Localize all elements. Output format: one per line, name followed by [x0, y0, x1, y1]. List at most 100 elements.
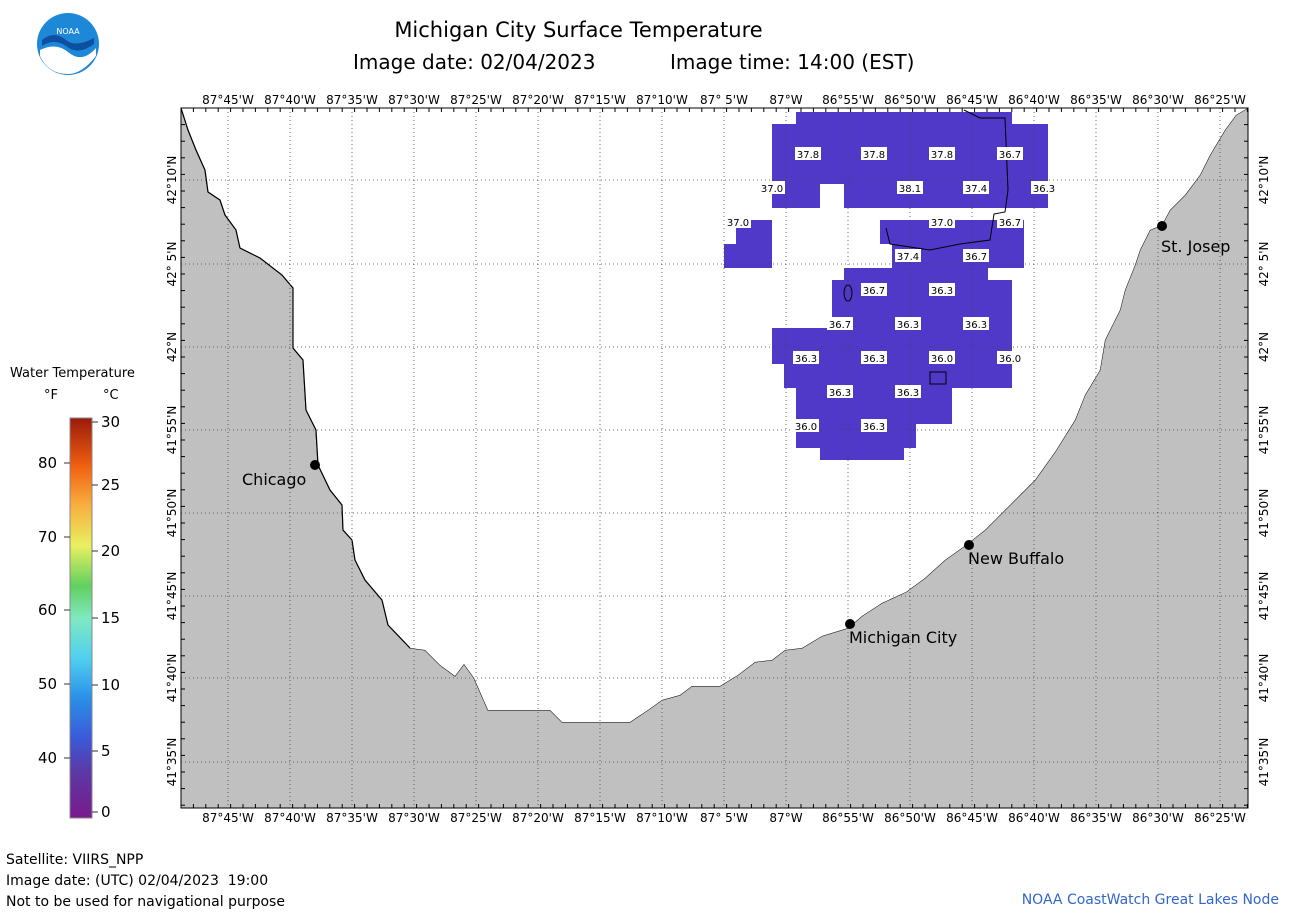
- lon-label-top: 86°30'W: [1132, 93, 1184, 107]
- temp-label: 37.8: [931, 150, 953, 161]
- temp-label-bg: [827, 385, 853, 398]
- temp-label: 36.3: [829, 388, 851, 399]
- temp-label-bg: [827, 317, 853, 330]
- temp-label: 36.0: [931, 354, 953, 365]
- lon-label-top: 87°40'W: [264, 93, 316, 107]
- temp-label-bg: [897, 181, 923, 194]
- logo-text: NOAA: [56, 27, 80, 36]
- legend-f-tick: 60: [38, 601, 58, 619]
- temp-label-bg: [963, 317, 989, 330]
- temp-label-bg: [759, 181, 785, 194]
- lon-label-bottom: 87°45'W: [202, 811, 254, 825]
- city-label: Chicago: [242, 470, 306, 489]
- legend-f-tick: 80: [38, 454, 58, 472]
- lon-label-bottom: 87°W: [769, 811, 802, 825]
- satellite-label: Satellite: VIIRS_NPP: [6, 852, 144, 868]
- disclaimer-label: Not to be used for navigational purpose: [6, 894, 285, 910]
- lon-label-top: 87°35'W: [326, 93, 378, 107]
- legend-c-tick: 5: [101, 742, 111, 760]
- lon-label-bottom: 87°20'W: [512, 811, 564, 825]
- legend-c-tick: 20: [101, 542, 121, 560]
- temp-label: 36.3: [931, 286, 953, 297]
- legend-unit-f: °F: [44, 388, 58, 403]
- city-label: Michigan City: [849, 628, 957, 647]
- legend-colorbar: [69, 417, 93, 819]
- temp-label-bg: [1031, 181, 1057, 194]
- legend-c-tick: 10: [101, 676, 121, 694]
- state-boundary: [885, 109, 1009, 251]
- lon-label-bottom: 87°25'W: [450, 811, 502, 825]
- lon-label-top: 87°25'W: [450, 93, 502, 107]
- lon-label-top: 87°20'W: [512, 93, 564, 107]
- legend-f-tick: 50: [38, 675, 58, 693]
- lon-label-top: 87°15'W: [574, 93, 626, 107]
- temp-label-bg: [861, 283, 887, 296]
- image-date-label: Image date: 02/04/2023: [353, 50, 596, 74]
- temp-label-bg: [895, 249, 921, 262]
- temp-label-bg: [793, 351, 819, 364]
- lon-label-bottom: 86°40'W: [1008, 811, 1060, 825]
- lon-label-top: 87°45'W: [202, 93, 254, 107]
- temp-label-bg: [929, 215, 955, 228]
- temp-label-bg: [895, 317, 921, 330]
- temp-label-bg: [795, 147, 821, 160]
- lon-label-top: 87°30'W: [388, 93, 440, 107]
- lat-label-right: 41°35'N: [1257, 738, 1271, 787]
- lat-label-right: 41°55'N: [1257, 406, 1271, 455]
- lon-label-top: 86°55'W: [822, 93, 874, 107]
- lat-label-left: 42° 5'N: [165, 242, 179, 287]
- temp-label: 37.0: [727, 218, 749, 229]
- temp-label: 36.7: [999, 150, 1021, 161]
- legend-unit-c: °C: [103, 388, 119, 403]
- longitude-labels-bottom: 87°45'W 87°40'W 87°35'W 87°30'W 87°25'W 87°20…: [202, 811, 1246, 825]
- frame-ticks: [180, 107, 1248, 808]
- lon-label-top: 87°W: [769, 93, 802, 107]
- lon-label-top: 86°25'W: [1194, 93, 1246, 107]
- temp-label: 37.0: [761, 184, 783, 195]
- image-time-label: Image time: 14:00 (EST): [670, 50, 915, 74]
- temp-label-bg: [997, 351, 1023, 364]
- temp-label: 36.3: [863, 354, 885, 365]
- legend-c-tick: 30: [101, 413, 121, 431]
- latitude-labels-left: 42°10'N 42° 5'N 42°N 41°55'N 41°50'N 41°45'N 4…: [165, 156, 179, 787]
- lon-label-bottom: 87° 5'W: [700, 811, 748, 825]
- temp-label-bg: [861, 351, 887, 364]
- legend-c-tick: 15: [101, 609, 121, 627]
- lon-label-top: 86°45'W: [946, 93, 998, 107]
- lon-label-bottom: 86°50'W: [884, 811, 936, 825]
- lon-label-bottom: 87°40'W: [264, 811, 316, 825]
- temperature-labels: 37.8 37.8 37.8 36.7 37.0 38.1 37.4 36.3 37.0 37.0…: [725, 147, 1057, 433]
- lat-label-left: 41°40'N: [165, 654, 179, 703]
- lat-label-right: 42°10'N: [1257, 156, 1271, 205]
- lat-label-left: 42°10'N: [165, 156, 179, 205]
- city-dot: [845, 619, 855, 629]
- temp-label: 36.7: [829, 320, 851, 331]
- temp-label: 37.8: [797, 150, 819, 161]
- lat-label-left: 41°50'N: [165, 489, 179, 538]
- temp-label: 37.0: [931, 218, 953, 229]
- legend-title: Water Temperature: [10, 366, 135, 381]
- noaa-logo: NOAA: [36, 12, 100, 80]
- temp-label: 36.3: [863, 422, 885, 433]
- lat-label-left: 41°55'N: [165, 406, 179, 455]
- temp-label-bg: [725, 215, 751, 228]
- temp-label: 37.4: [965, 184, 987, 195]
- legend-c-tick: 0: [101, 803, 111, 821]
- temp-label-bg: [793, 419, 819, 432]
- temp-label-bg: [963, 249, 989, 262]
- city-label: St. Josep: [1161, 237, 1230, 256]
- temp-label: 36.7: [965, 252, 987, 263]
- temp-label-bg: [997, 147, 1023, 160]
- city-dot: [1157, 221, 1167, 231]
- legend-c-tick: 25: [101, 476, 121, 494]
- temp-label: 38.1: [899, 184, 921, 195]
- city-markers: Chicago St. Josep New Buffalo Michigan City: [242, 221, 1230, 647]
- lon-label-top: 86°50'W: [884, 93, 936, 107]
- lon-label-bottom: 86°45'W: [946, 811, 998, 825]
- lon-label-bottom: 87°30'W: [388, 811, 440, 825]
- lat-label-right: 41°50'N: [1257, 489, 1271, 538]
- lon-label-bottom: 86°30'W: [1132, 811, 1184, 825]
- legend-f-tick: 40: [38, 749, 58, 767]
- temp-label: 36.7: [863, 286, 885, 297]
